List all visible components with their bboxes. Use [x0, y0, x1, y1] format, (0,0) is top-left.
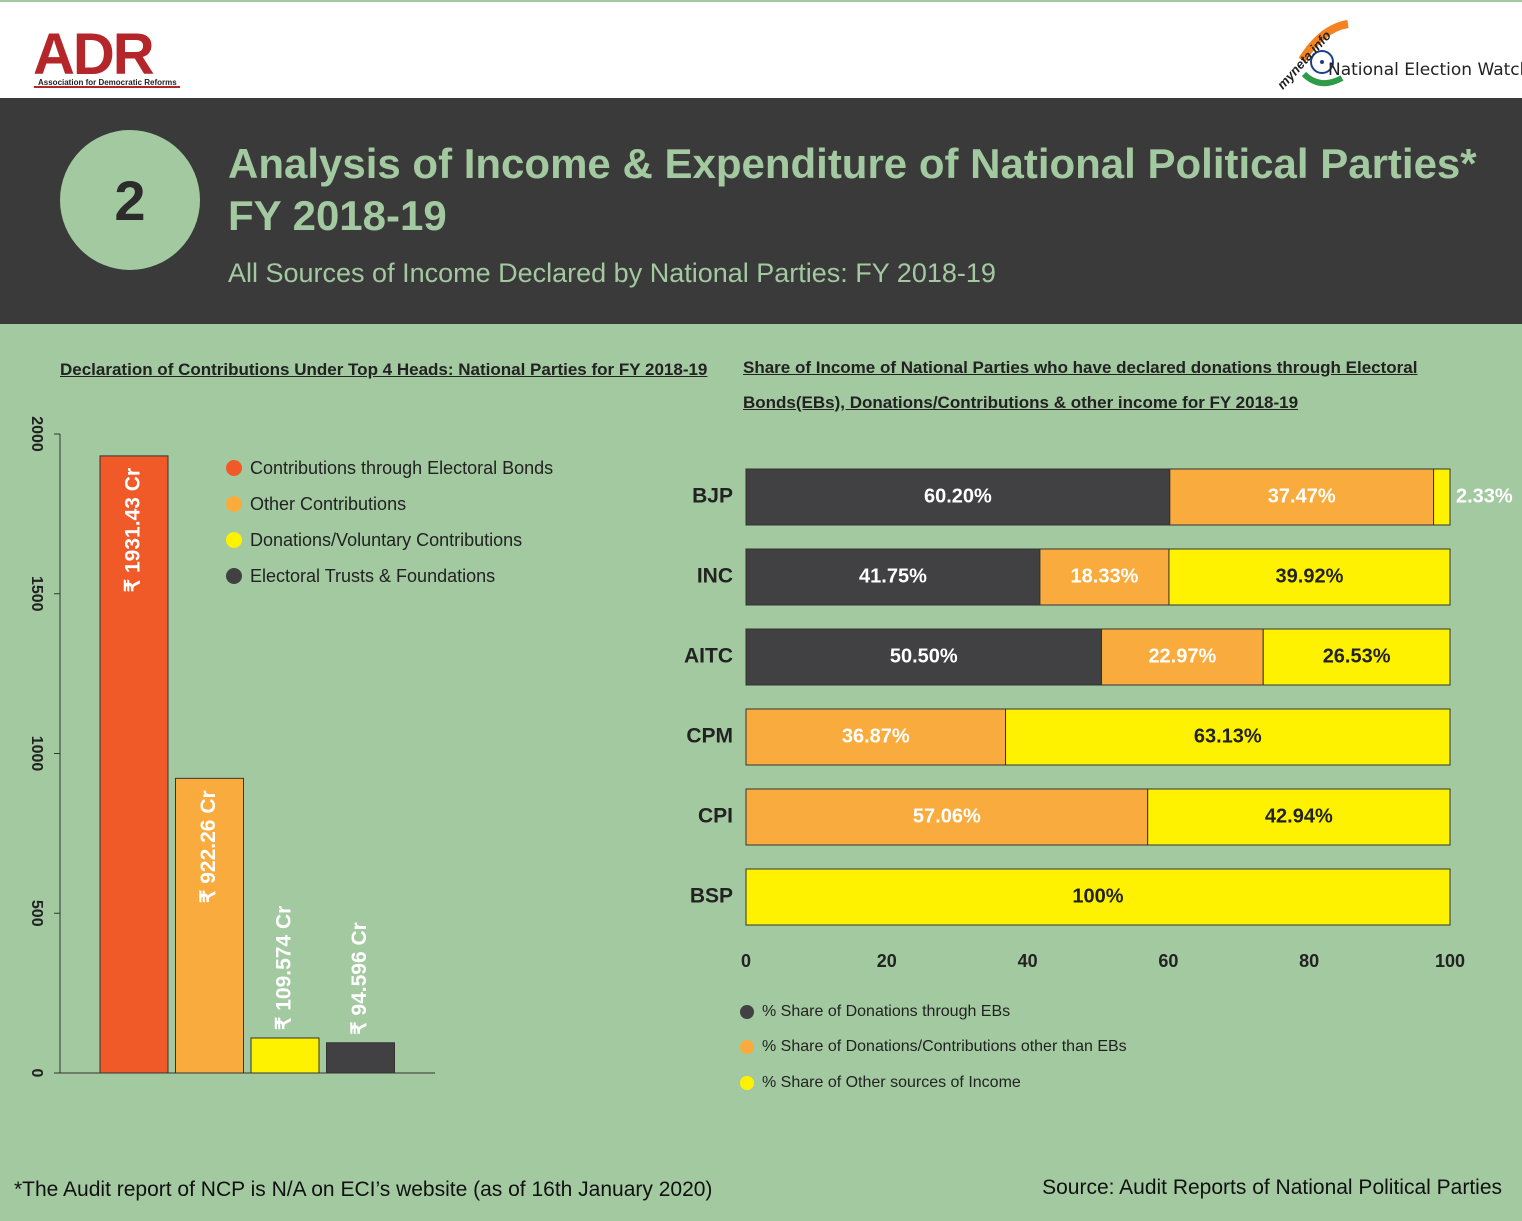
legend-label: Contributions through Electoral Bonds [250, 457, 554, 478]
header-band: 2 Analysis of Income & Expenditure of Na… [0, 98, 1522, 324]
segment-value-label: 36.87% [842, 725, 910, 747]
x-tick-label: 100 [1435, 951, 1465, 971]
source-note: Source: Audit Reports of National Politi… [1042, 1176, 1502, 1199]
segment-value-label: 60.20% [924, 485, 992, 507]
y-tick-label: 1500 [28, 576, 45, 612]
bar-value-label: ₹ 922.26 Cr [197, 790, 220, 903]
legend-swatch [226, 496, 242, 512]
new-logo-text: National Election Watch [1328, 60, 1522, 80]
bar-segment [1147, 788, 1451, 846]
legend-swatch [226, 532, 242, 548]
y-tick-label: 2000 [28, 416, 45, 452]
x-tick-label: 60 [1158, 951, 1178, 971]
segment-value-label: 42.94% [1265, 805, 1333, 827]
segment-value-label: 22.97% [1148, 645, 1216, 667]
legend-item: Contributions through Electoral Bonds [226, 450, 553, 486]
x-tick-label: 80 [1299, 951, 1319, 971]
legend-item: % Share of Other sources of Income [740, 1065, 1127, 1101]
legend-label: Electoral Trusts & Foundations [250, 565, 496, 586]
bar-value-label: ₹ 94.596 Cr [348, 922, 371, 1035]
legend-swatch [740, 1040, 754, 1055]
y-category-label: INC [697, 565, 733, 588]
y-tick-label: 0 [28, 1069, 45, 1078]
adr-logo-text: ADR [33, 22, 155, 87]
segment-value-label: 63.13% [1194, 725, 1262, 747]
segment-value-label: 100% [1072, 885, 1123, 907]
page-title: Analysis of Income & Expenditure of Nati… [228, 138, 1477, 242]
y-category-label: AITC [684, 645, 733, 668]
bar-segment [745, 468, 1171, 526]
adr-logo: ADR Association for Democratic Reforms [18, 20, 180, 88]
legend-item: % Share of Donations/Contributions other… [740, 1030, 1127, 1066]
bar [99, 455, 169, 1074]
page-title-line2: FY 2018-19 [228, 192, 447, 239]
myneta-emblem-icon [1298, 20, 1349, 87]
legend-label: % Share of Donations through EBs [762, 1002, 1011, 1020]
bar-segment [1005, 708, 1451, 766]
bar-segment [745, 708, 1007, 766]
segment-value-label: 18.33% [1071, 565, 1139, 587]
section-number: 2 [60, 130, 200, 270]
y-category-label: BJP [692, 485, 733, 508]
legend-item: Other Contributions [226, 486, 553, 522]
bar-segment [745, 548, 1041, 606]
segment-value-label: 50.50% [890, 645, 958, 667]
adr-logo-subtext: Association for Democratic Reforms [38, 78, 177, 87]
legend-item: Donations/Voluntary Contributions [226, 522, 553, 558]
bar-segment [1433, 468, 1451, 526]
page-title-line1: Analysis of Income & Expenditure of Nati… [228, 140, 1477, 187]
bar-segment [745, 628, 1103, 686]
segment-value-label: 41.75% [859, 565, 927, 587]
left-chart-title: Declaration of Contributions Under Top 4… [60, 360, 708, 379]
right-chart-legend: % Share of Donations through EBs % Share… [740, 994, 1127, 1101]
legend-swatch [226, 460, 242, 476]
bar-value-label: ₹ 109.574 Cr [273, 906, 296, 1030]
bar [326, 1042, 395, 1074]
top-logo-bar: ADR Association for Democratic Reforms m… [0, 0, 1522, 98]
legend-swatch [740, 1004, 754, 1019]
right-chart-title: Share of Income of National Parties who … [743, 358, 1418, 412]
x-tick-label: 20 [877, 951, 897, 971]
page-subtitle: All Sources of Income Declared by Nation… [228, 258, 996, 288]
x-tick-label: 40 [1018, 951, 1038, 971]
myneta-logo: myneta.info National Election Watch [1262, 20, 1522, 92]
segment-value-label: 57.06% [913, 805, 981, 827]
y-category-label: CPM [686, 725, 733, 748]
segment-value-label: 26.53% [1323, 645, 1391, 667]
left-chart-legend: Contributions through Electoral Bonds Ot… [226, 450, 553, 594]
legend-label: Donations/Voluntary Contributions [250, 529, 523, 550]
y-category-label: CPI [698, 805, 733, 828]
left-bar-chart: 0 500 1000 1500 2000 ₹ 1931.43 Cr ₹ 922.26 Cr ₹… [28, 416, 435, 1078]
x-tick-label: 0 [741, 951, 751, 971]
segment-value-label: 2.33% [1456, 485, 1513, 507]
bar-value-label: ₹ 1931.43 Cr [122, 468, 145, 592]
y-tick-label: 500 [28, 900, 45, 927]
bar-segment [745, 788, 1149, 846]
segment-value-label: 37.47% [1268, 485, 1336, 507]
adr-logo-rule [34, 86, 180, 88]
right-stacked-bar-chart: BJP 60.20% 37.47% 2.33% INC 41.75% 18.33% 39.92… [684, 468, 1513, 971]
legend-item: Electoral Trusts & Foundations [226, 558, 553, 594]
legend-label: % Share of Donations/Contributions other… [762, 1038, 1127, 1056]
legend-swatch [226, 568, 242, 584]
bar-segment [1168, 548, 1451, 606]
bar [250, 1037, 320, 1074]
main-panel: 0 500 1000 1500 2000 ₹ 1931.43 Cr ₹ 922.26 Cr ₹… [0, 324, 1522, 1221]
footnote: *The Audit report of NCP is N/A on ECI’s… [14, 1178, 713, 1201]
bar-segment [1101, 628, 1264, 686]
y-category-label: BSP [690, 885, 733, 908]
bar [175, 777, 244, 1074]
legend-label: Other Contributions [250, 493, 407, 514]
legend-label: % Share of Other sources of Income [762, 1073, 1021, 1091]
segment-value-label: 39.92% [1276, 565, 1344, 587]
legend-swatch [740, 1075, 754, 1090]
y-tick-label: 1000 [28, 736, 45, 772]
legend-item: % Share of Donations through EBs [740, 994, 1127, 1030]
bar-segment [745, 868, 1451, 926]
bar-segment [1262, 628, 1451, 686]
